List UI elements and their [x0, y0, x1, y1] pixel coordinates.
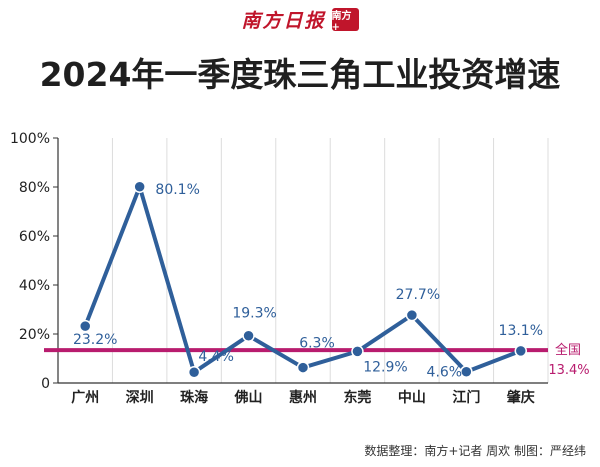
reference-label: 13.4% [548, 363, 589, 378]
data-point [187, 365, 201, 379]
data-label: 6.3% [299, 336, 335, 352]
data-point [514, 344, 528, 358]
y-tick-label: 100% [10, 131, 50, 147]
x-tick-label: 珠海 [180, 389, 208, 406]
chart-title: 2024年一季度珠三角工业投资增速 [39, 55, 561, 94]
data-label: 27.7% [396, 287, 440, 303]
data-point [460, 365, 473, 378]
masthead-logo: 南方日报 [241, 10, 326, 32]
data-label: 12.9% [363, 359, 407, 375]
data-label: 80.1% [155, 182, 199, 198]
x-tick-label: 中山 [398, 389, 426, 406]
x-tick-label: 佛山 [234, 389, 263, 406]
y-tick-label: 40% [19, 278, 50, 294]
data-point [242, 329, 255, 342]
data-point [405, 308, 419, 322]
reference-name: 全国 [555, 342, 581, 358]
data-label: 4.4% [198, 349, 234, 365]
data-point [78, 319, 92, 333]
y-tick-label: 60% [19, 229, 50, 245]
data-label: 23.2% [73, 332, 117, 348]
data-point [133, 180, 146, 194]
x-tick-label: 肇庆 [507, 389, 535, 406]
masthead-seal: 南方+ [331, 8, 359, 33]
x-tick-label: 东莞 [343, 389, 371, 406]
x-tick-label: 广州 [71, 389, 99, 406]
credit-line: 数据整理：南方+记者 周欢 制图：严经纬 [364, 444, 586, 458]
data-label: 19.3% [232, 306, 276, 322]
y-tick-label: 80% [19, 180, 50, 196]
y-tick-label: 0 [41, 376, 50, 392]
x-tick-label: 惠州 [289, 389, 317, 406]
data-point [296, 361, 310, 374]
x-tick-label: 深圳 [126, 389, 154, 406]
data-label: 4.6% [427, 365, 463, 381]
data-label: 13.1% [499, 323, 543, 339]
y-tick-label: 20% [19, 327, 50, 343]
x-tick-label: 江门 [452, 389, 480, 406]
masthead: 南方日报 南方+ [0, 6, 600, 33]
data-point [351, 345, 364, 358]
